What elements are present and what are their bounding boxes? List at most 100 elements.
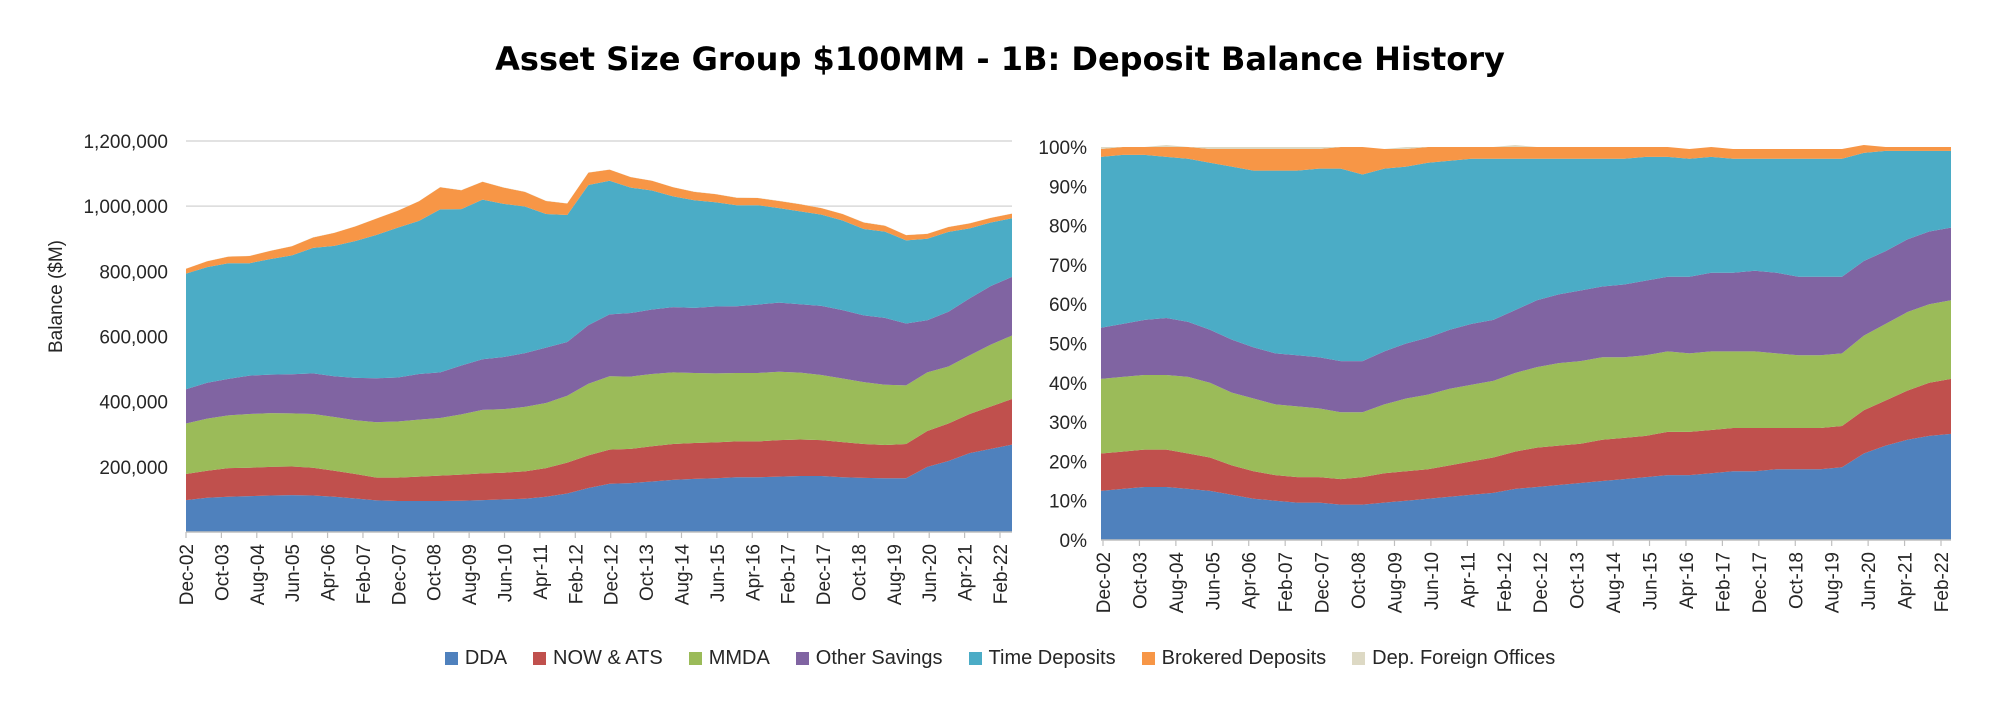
legend-label: NOW & ATS	[553, 646, 663, 669]
percent-area-dep-foreign-offices	[1101, 145, 1951, 149]
percent-x-tick-label: Apr-11	[1458, 552, 1479, 608]
legend-item-dep-foreign-offices: Dep. Foreign Offices	[1352, 647, 1555, 670]
legend-swatch	[1141, 651, 1155, 665]
legend-swatch	[533, 651, 547, 665]
percent-area-now-ats	[1101, 378, 1951, 505]
percent-x-tick-label: Dec-17	[1750, 552, 1771, 613]
balance-y-tick-label: 600,000	[99, 328, 168, 349]
percent-x-tick-label: Aug-09	[1385, 552, 1406, 613]
percent-area-mmda	[1101, 300, 1951, 480]
balance-x-tick-label: Oct-13	[637, 544, 658, 601]
balance-x-tick-label: Oct-18	[849, 544, 870, 601]
balance-x-tick-label: Feb-12	[566, 544, 587, 604]
percent-y-tick-label: 70%	[1049, 256, 1087, 277]
balance-area-brokered-deposits	[186, 169, 1012, 274]
legend-swatch	[444, 651, 458, 665]
legend-swatch	[795, 651, 809, 665]
balance-area-time-deposits	[186, 180, 1012, 390]
percent-y-tick-label: 60%	[1049, 295, 1087, 316]
legend-item-time-deposits: Time Deposits	[968, 646, 1116, 670]
legend-label: Brokered Deposits	[1161, 646, 1327, 669]
balance-y-tick-label: 800,000	[99, 262, 168, 283]
balance-chart: 200,000 400,000 600,000 800,000 1,000,000 1,2…	[46, 132, 1012, 605]
legend-label: MMDA	[708, 646, 770, 669]
balance-x-tick-label: Feb-07	[354, 544, 375, 604]
percent-y-tick-label: 90%	[1049, 177, 1087, 198]
percent-x-tick-label: Oct-13	[1568, 552, 1589, 609]
legend-label: DDA	[464, 646, 508, 669]
legend-swatch	[688, 651, 702, 665]
legend-label: Other Savings	[815, 646, 943, 669]
balance-x-tick-label: Jun-15	[708, 544, 729, 602]
balance-x-tick-label: Feb-17	[779, 544, 800, 604]
balance-x-tick-label: Aug-09	[460, 544, 481, 605]
percent-area-dda	[1101, 433, 1951, 540]
balance-x-tick-label: Aug-14	[672, 544, 693, 606]
percent-x-tick-label: Dec-02	[1094, 552, 1115, 613]
percent-x-tick-label: Feb-17	[1713, 552, 1734, 612]
percent-x-tick-label: Aug-19	[1823, 552, 1844, 613]
balance-x-tick-label: Oct-08	[425, 544, 446, 601]
percent-area-time-deposits	[1101, 150, 1951, 362]
balance-area-mmda	[186, 335, 1012, 478]
balance-x-tick-label: Apr-16	[743, 544, 764, 601]
percent-y-tick-label: 20%	[1049, 452, 1087, 473]
legend-swatch	[1352, 651, 1366, 665]
balance-x-tick-label: Aug-19	[885, 544, 906, 605]
percent-x-tick-label: Aug-14	[1604, 552, 1625, 614]
balance-x-tick-label: Apr-06	[319, 544, 340, 601]
percent-x-tick-label: Apr-16	[1677, 552, 1698, 609]
chart-legend: DDA NOW & ATS MMDA Other Savings Time Deposi…	[0, 640, 2000, 676]
legend-item-dda: DDA	[444, 646, 508, 670]
percent-x-tick-label: Oct-18	[1786, 552, 1807, 609]
percent-x-tick-label: Apr-21	[1896, 552, 1917, 609]
legend-item-now-ats: NOW & ATS	[533, 647, 663, 670]
balance-y-axis-title: Balance ($M)	[46, 240, 67, 353]
percent-y-tick-label: 50%	[1049, 335, 1087, 356]
percent-area-other-savings	[1101, 227, 1951, 413]
percent-y-tick-label: 40%	[1049, 374, 1087, 395]
percent-x-tick-label: Jun-15	[1641, 552, 1662, 610]
percent-area-brokered-deposits	[1101, 145, 1951, 175]
balance-x-tick-label: Jun-20	[920, 544, 941, 602]
balance-x-tick-label: Feb-22	[991, 544, 1012, 604]
balance-y-tick-label: 400,000	[99, 393, 168, 414]
percent-x-tick-label: Jun-10	[1422, 552, 1443, 610]
balance-x-tick-label: Oct-03	[212, 544, 233, 601]
percent-x-tick-label: Jun-20	[1859, 552, 1880, 610]
legend-item-mmda: MMDA	[688, 646, 770, 670]
balance-x-tick-label: Apr-11	[531, 544, 552, 600]
percent-x-tick-label: Oct-03	[1130, 552, 1151, 609]
balance-x-tick-label: Dec-17	[814, 544, 835, 605]
legend-label: Dep. Foreign Offices	[1372, 646, 1556, 669]
balance-x-tick-label: Aug-04	[248, 544, 269, 606]
percent-y-tick-label: 80%	[1049, 217, 1087, 238]
percent-y-tick-label: 0%	[1060, 531, 1088, 552]
balance-x-tick-label: Dec-02	[177, 544, 198, 605]
percent-x-tick-label: Feb-22	[1932, 552, 1953, 612]
legend-swatch	[968, 651, 982, 665]
percent-x-tick-label: Apr-06	[1240, 552, 1261, 609]
balance-area-dda	[186, 444, 1012, 532]
balance-x-tick-label: Dec-07	[389, 544, 410, 605]
percent-x-tick-label: Jun-05	[1203, 552, 1224, 610]
chart-title: Asset Size Group $100MM - 1B: Deposit Ba…	[495, 40, 1505, 78]
balance-area-now-ats	[186, 399, 1012, 502]
balance-x-tick-label: Jun-05	[283, 544, 304, 602]
balance-area-other-savings	[186, 276, 1012, 424]
balance-y-tick-label: 1,200,000	[83, 132, 168, 153]
percent-y-tick-label: 30%	[1049, 413, 1087, 434]
percent-x-tick-label: Dec-12	[1531, 552, 1552, 613]
balance-x-tick-label: Apr-21	[956, 544, 977, 601]
percent-x-tick-label: Feb-12	[1495, 552, 1516, 612]
balance-y-tick-label: 1,000,000	[83, 197, 168, 218]
percent-y-tick-label: 100%	[1038, 138, 1087, 159]
legend-label: Time Deposits	[988, 646, 1116, 669]
balance-y-tick-label: 200,000	[99, 458, 168, 479]
percent-x-tick-label: Dec-07	[1313, 552, 1334, 613]
legend-item-other-savings: Other Savings	[795, 646, 943, 670]
legend-item-brokered-deposits: Brokered Deposits	[1141, 646, 1327, 670]
percent-x-tick-label: Aug-04	[1167, 552, 1188, 614]
percent-x-tick-label: Feb-07	[1276, 552, 1297, 612]
